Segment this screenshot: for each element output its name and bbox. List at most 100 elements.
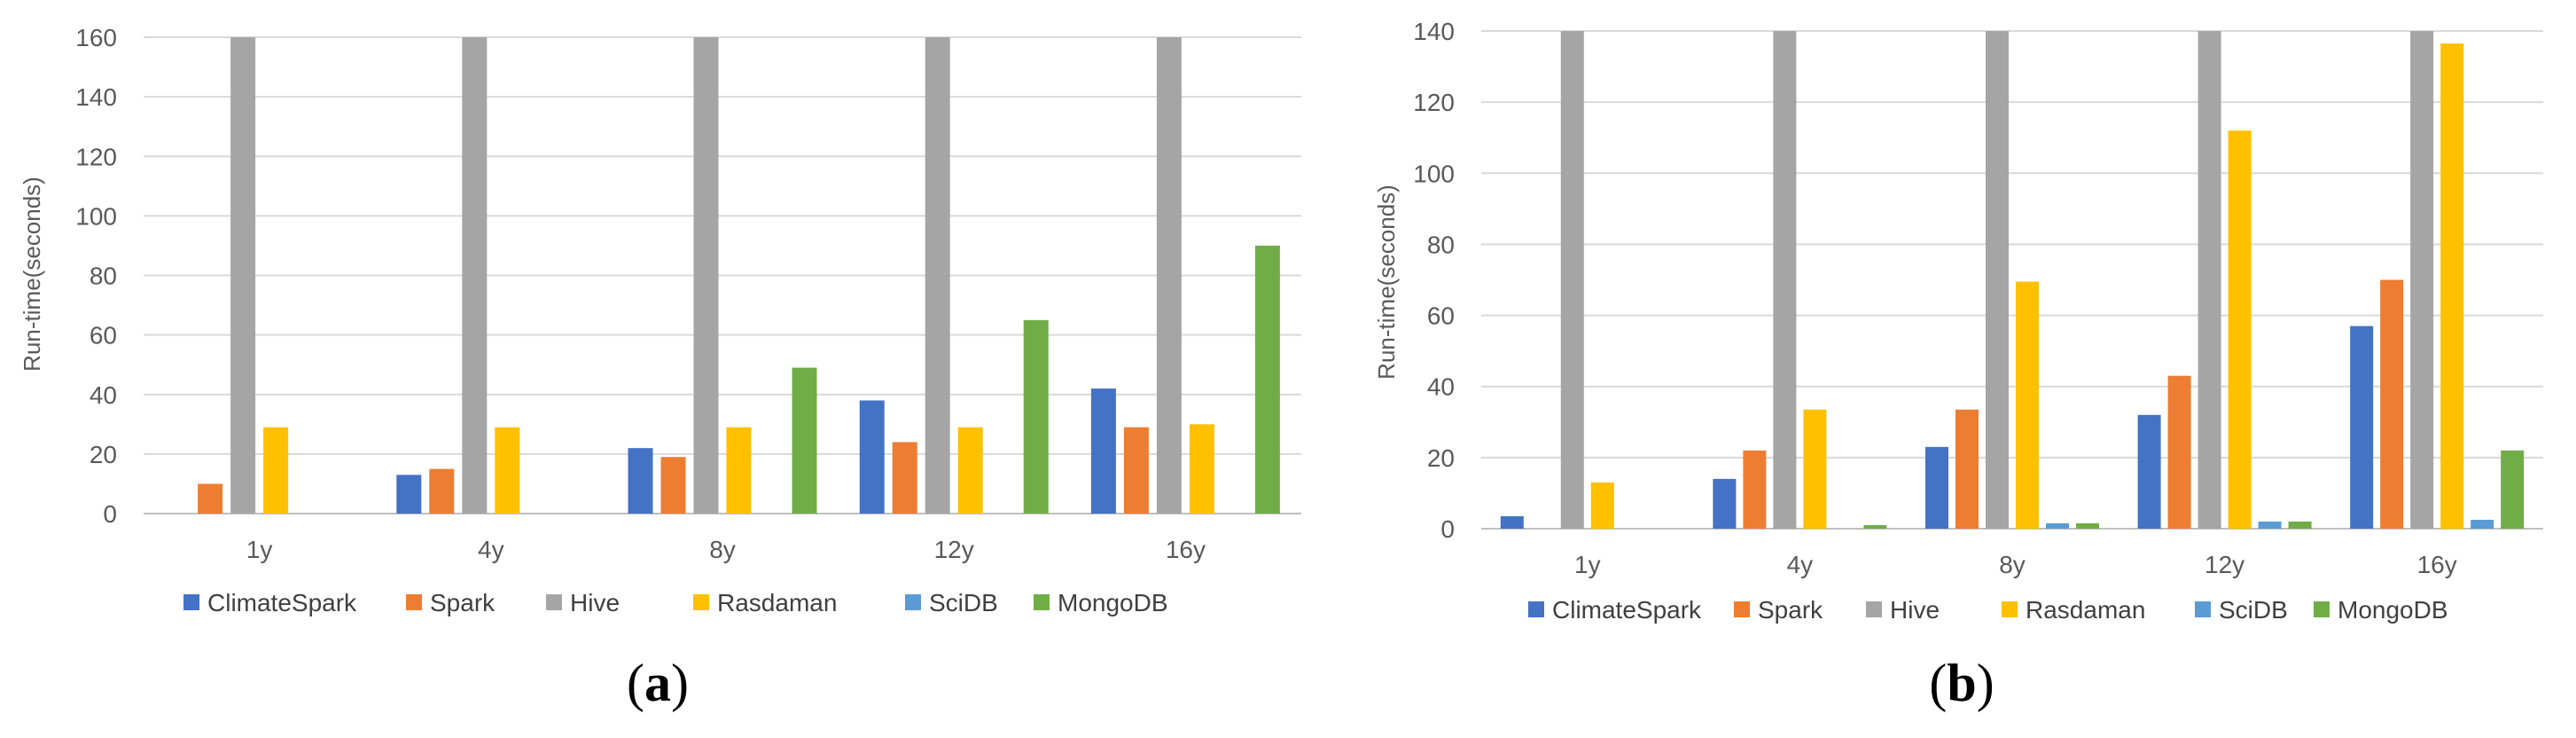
- y-tick-label: 80: [90, 263, 117, 290]
- bar-hive-12y: [2197, 31, 2221, 529]
- chart-b: 0 20 40 60 80 100 120 140 Run-time(seconds) 1y 4y 8…: [1373, 18, 2543, 712]
- bar-climatespark-8y: [1925, 446, 1948, 529]
- legend-swatch-spark: [1734, 601, 1750, 617]
- bar-hive-8y: [693, 37, 719, 514]
- bar-spark-12y: [2167, 375, 2191, 529]
- legend-swatch-spark: [406, 594, 422, 610]
- y-tick-label: 100: [1413, 160, 1455, 187]
- bar-climatespark-1y: [1500, 515, 1524, 529]
- legend-swatch-scidb: [2195, 601, 2211, 617]
- legend-label-spark: Spark: [1758, 596, 1823, 624]
- bar-rasdaman-4y: [1803, 409, 1827, 529]
- legend-label-climatespark: ClimateSpark: [1552, 596, 1702, 624]
- panel-label-close: ): [671, 654, 689, 712]
- bar-mongodb-8y: [792, 367, 817, 514]
- panel-label-letter: b: [1947, 654, 1976, 712]
- panel-label-open: (: [627, 654, 644, 712]
- bar-spark-16y: [1123, 427, 1149, 514]
- bar-spark-8y: [660, 457, 686, 514]
- bar-rasdaman-12y: [957, 427, 983, 514]
- bar-climatespark-4y: [1713, 478, 1737, 529]
- bar-climatespark-8y: [628, 448, 653, 514]
- y-tick-label: 60: [90, 322, 117, 349]
- bar-climatespark-12y: [859, 400, 885, 514]
- bar-hive-12y: [925, 37, 950, 514]
- bar-hive-4y: [1773, 31, 1797, 529]
- y-tick-label: 140: [1413, 18, 1455, 45]
- y-tick-label: 140: [75, 83, 117, 111]
- bar-mongodb-12y: [1023, 319, 1049, 514]
- panel-label: (b): [1929, 654, 1994, 712]
- bar-hive-16y: [1156, 37, 1182, 514]
- x-tick-label: 12y: [2205, 551, 2244, 578]
- panel-label: (a): [627, 654, 689, 712]
- bar-rasdaman-4y: [495, 427, 520, 514]
- bar-scidb-12y: [2258, 521, 2282, 529]
- bar-spark-4y: [1743, 450, 1767, 529]
- bar-rasdaman-1y: [263, 427, 289, 514]
- legend-label-hive: Hive: [1890, 596, 1940, 624]
- bar-climatespark-12y: [2137, 414, 2161, 529]
- legend-swatch-hive: [1866, 601, 1882, 617]
- x-tick-label: 12y: [934, 536, 974, 563]
- bar-mongodb-16y: [1254, 245, 1280, 514]
- legend-swatch-rasdaman: [693, 594, 709, 610]
- bar-rasdaman-8y: [726, 427, 752, 514]
- bar-climatespark-16y: [1090, 389, 1116, 514]
- legend-label-rasdaman: Rasdaman: [2026, 596, 2145, 624]
- x-tick-label: 8y: [1999, 551, 2026, 578]
- bar-spark-16y: [2380, 279, 2404, 529]
- bar-hive-4y: [462, 37, 488, 514]
- y-tick-label: 0: [1440, 515, 1455, 543]
- panel-label-open: (: [1929, 654, 1947, 712]
- x-tick-label: 16y: [1166, 536, 1206, 563]
- panel-label-close: ): [1977, 654, 1994, 712]
- legend-swatch-climatespark: [183, 594, 199, 610]
- y-tick-label: 120: [1413, 89, 1455, 116]
- legend-swatch-mongodb: [2314, 601, 2330, 617]
- bar-scidb-16y: [2471, 519, 2494, 529]
- legend-label-hive: Hive: [570, 589, 620, 616]
- y-tick-label: 120: [75, 143, 117, 170]
- x-tick-label: 16y: [2417, 551, 2457, 578]
- bar-mongodb-4y: [1863, 524, 1887, 529]
- x-tick-label: 4y: [478, 536, 504, 563]
- bar-rasdaman-1y: [1590, 482, 1614, 529]
- bar-mongodb-8y: [2076, 522, 2099, 529]
- y-axis-label: Run-time(seconds): [19, 177, 45, 372]
- chart-a: 0 20 40 60 80 100 120 140 160 Run-time(seconds) 1y…: [19, 24, 1301, 712]
- legend-label-mongodb: MongoDB: [2338, 596, 2448, 624]
- bar-mongodb-12y: [2288, 521, 2312, 529]
- panel-label-letter: a: [644, 654, 671, 712]
- y-tick-label: 80: [1427, 231, 1455, 258]
- bar-hive-1y: [1560, 31, 1584, 529]
- bar-hive-16y: [2410, 31, 2434, 529]
- bar-spark-12y: [892, 442, 917, 514]
- y-tick-label: 20: [90, 441, 117, 468]
- bar-rasdaman-16y: [1189, 424, 1214, 514]
- legend-swatch-climatespark: [1528, 601, 1544, 617]
- x-tick-label: 1y: [246, 536, 273, 563]
- x-tick-label: 1y: [1574, 551, 1601, 578]
- y-tick-label: 40: [1427, 373, 1455, 401]
- bar-hive-8y: [1986, 31, 2009, 529]
- x-tick-label: 8y: [709, 536, 736, 563]
- legend-swatch-rasdaman: [2002, 601, 2018, 617]
- bar-hive-1y: [230, 37, 256, 514]
- bar-rasdaman-12y: [2228, 130, 2252, 529]
- bar-rasdaman-16y: [2440, 43, 2464, 529]
- bar-climatespark-16y: [2350, 326, 2374, 529]
- legend-label-rasdaman: Rasdaman: [717, 589, 837, 616]
- legend-swatch-mongodb: [1034, 594, 1050, 610]
- x-tick-label: 4y: [1787, 551, 1814, 578]
- y-axis-label: Run-time(seconds): [1373, 184, 1400, 380]
- legend-label-scidb: SciDB: [929, 589, 998, 616]
- bar-mongodb-16y: [2501, 450, 2525, 529]
- y-tick-label: 0: [103, 500, 117, 528]
- legend-swatch-hive: [546, 594, 562, 610]
- bar-spark-1y: [198, 483, 223, 514]
- legend-label-climatespark: ClimateSpark: [207, 589, 357, 616]
- y-tick-label: 60: [1427, 302, 1455, 330]
- bar-climatespark-4y: [396, 475, 422, 514]
- legend-label-mongodb: MongoDB: [1058, 589, 1168, 616]
